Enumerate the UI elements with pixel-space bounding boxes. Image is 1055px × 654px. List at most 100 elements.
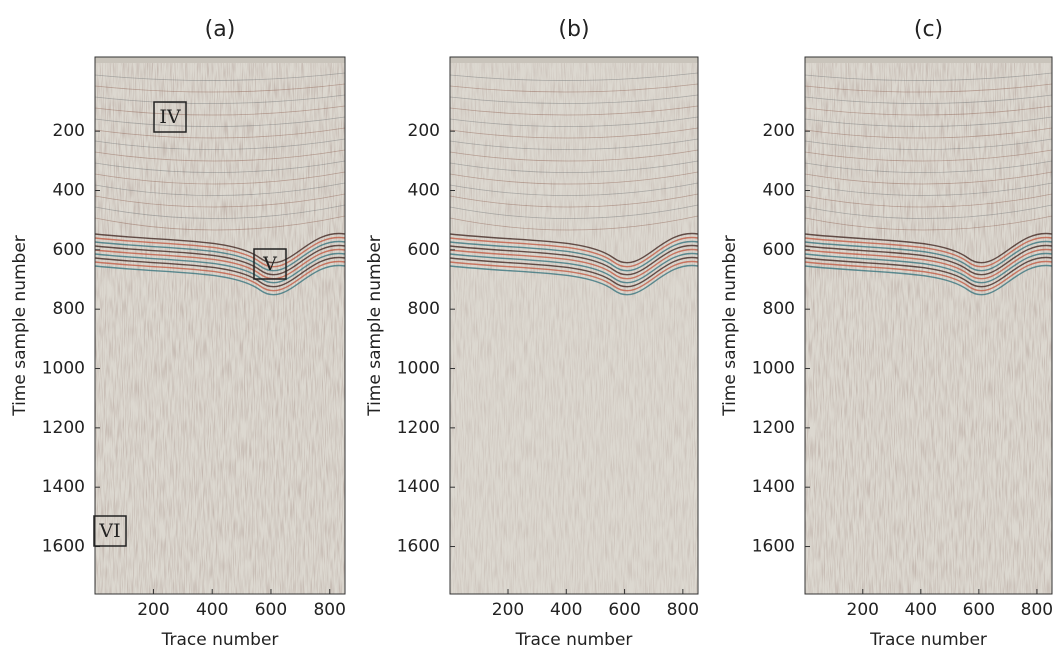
- x-tick-label: 600: [255, 600, 287, 620]
- shallow-layer: [805, 83, 1052, 93]
- shallow-layer: [805, 94, 1052, 104]
- shallow-layer: [95, 149, 345, 162]
- shallow-layer: [805, 105, 1052, 116]
- reflector: [450, 240, 698, 272]
- shallow-layer: [805, 182, 1052, 196]
- shallow-layer: [450, 105, 698, 116]
- shallow-layer: [450, 94, 698, 104]
- shallow-layer: [805, 160, 1052, 173]
- y-tick-label: 200: [763, 121, 795, 141]
- y-tick-label: 600: [408, 240, 440, 260]
- y-tick-label: 1000: [42, 359, 85, 379]
- reflector: [450, 248, 698, 280]
- y-tick-label: 1200: [397, 418, 440, 438]
- shallow-layer: [805, 116, 1052, 127]
- y-tick-label: 400: [53, 181, 85, 201]
- reflector: [805, 240, 1052, 272]
- shallow-layer: [95, 94, 345, 104]
- reflector: [805, 252, 1052, 284]
- y-tick-label: 1600: [397, 537, 440, 557]
- reflector: [95, 244, 345, 276]
- reflector: [450, 256, 698, 288]
- y-tick-label: 1400: [752, 477, 795, 497]
- shallow-layer: [450, 171, 698, 185]
- reflector: [450, 244, 698, 276]
- reflector: [805, 248, 1052, 280]
- shallow-layer: [450, 160, 698, 173]
- y-tick-label: 1200: [42, 418, 85, 438]
- seismic-section: [95, 57, 345, 594]
- x-tick-label: 400: [905, 600, 937, 620]
- shallow-layer: [450, 149, 698, 162]
- top-band: [805, 57, 1052, 63]
- shallow-layer: [805, 149, 1052, 162]
- x-tick-label: 400: [550, 600, 582, 620]
- shallow-layer: [95, 182, 345, 196]
- x-tick-label: 600: [608, 600, 640, 620]
- panel-title: (b): [558, 17, 589, 42]
- x-axis-label: Trace number: [515, 630, 633, 650]
- shallow-layer: [805, 204, 1052, 219]
- y-tick-label: 1200: [752, 418, 795, 438]
- annotation: IV: [159, 106, 181, 128]
- y-tick-label: 600: [763, 240, 795, 260]
- annotation-box: [153, 101, 187, 133]
- shallow-layer: [805, 193, 1052, 208]
- annotation: VI: [98, 520, 120, 542]
- seismic-section: [450, 57, 698, 594]
- shallow-layer: [450, 193, 698, 208]
- reflector: [450, 260, 698, 292]
- reflector: [95, 240, 345, 272]
- shallow-layer: [805, 215, 1052, 231]
- reflector: [450, 264, 698, 296]
- panel-title: (c): [914, 17, 943, 42]
- reflector: [95, 260, 345, 292]
- x-tick-label: 200: [847, 600, 879, 620]
- x-tick-label: 400: [196, 600, 228, 620]
- shallow-layer: [450, 138, 698, 150]
- reflector: [95, 256, 345, 288]
- shallow-layer: [805, 72, 1052, 81]
- y-tick-label: 600: [53, 240, 85, 260]
- y-tick-label: 1400: [42, 477, 85, 497]
- y-tick-label: 800: [763, 299, 795, 319]
- shallow-layer: [95, 72, 345, 81]
- reflector: [450, 232, 698, 264]
- section-noise: [805, 57, 1052, 594]
- x-tick-label: 200: [492, 600, 524, 620]
- shallow-layer: [95, 138, 345, 150]
- section-noise: [450, 57, 698, 594]
- reflector: [805, 232, 1052, 264]
- shallow-layer: [805, 171, 1052, 185]
- reflector: [95, 236, 345, 268]
- reflector: [805, 256, 1052, 288]
- shallow-layer: [450, 72, 698, 81]
- shallow-layer: [450, 83, 698, 93]
- x-tick-label: 800: [1021, 600, 1053, 620]
- axes-box: [804, 56, 1053, 595]
- y-tick-label: 400: [408, 181, 440, 201]
- shallow-layer: [450, 204, 698, 219]
- reflector: [450, 236, 698, 268]
- section-noise: [95, 57, 345, 594]
- top-band: [95, 57, 345, 63]
- top-band: [450, 57, 698, 63]
- shallow-layer: [450, 215, 698, 231]
- annotation-box: [93, 515, 127, 547]
- y-axis-label: Time sample number: [720, 235, 740, 417]
- reflector: [805, 264, 1052, 296]
- x-tick-label: 800: [667, 600, 699, 620]
- y-tick-label: 800: [53, 299, 85, 319]
- shallow-layer: [95, 215, 345, 231]
- x-tick-label: 800: [313, 600, 345, 620]
- y-tick-label: 800: [408, 299, 440, 319]
- shallow-layer: [805, 138, 1052, 150]
- y-tick-label: 1000: [752, 359, 795, 379]
- reflector: [95, 264, 345, 296]
- reflector: [805, 260, 1052, 292]
- reflector: [95, 252, 345, 284]
- y-axis-label: Time sample number: [365, 235, 385, 417]
- shallow-layer: [450, 182, 698, 196]
- panel-title: (a): [205, 17, 236, 42]
- shallow-layer: [450, 116, 698, 127]
